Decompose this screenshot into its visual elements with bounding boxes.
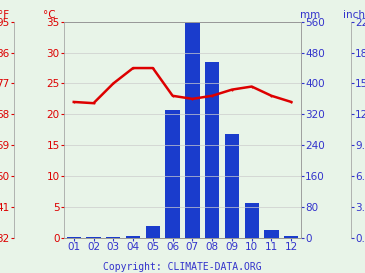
Bar: [165, 110, 180, 238]
Bar: [264, 230, 278, 238]
Bar: [146, 226, 160, 238]
Bar: [284, 236, 298, 238]
Bar: [87, 237, 101, 238]
Text: inch: inch: [343, 10, 365, 20]
Bar: [245, 203, 259, 238]
Bar: [67, 237, 81, 238]
Text: mm: mm: [300, 10, 320, 20]
Text: °F: °F: [0, 10, 9, 20]
Bar: [225, 133, 239, 238]
Bar: [126, 236, 140, 238]
Bar: [205, 62, 219, 238]
Text: Copyright: CLIMATE-DATA.ORG: Copyright: CLIMATE-DATA.ORG: [103, 262, 262, 272]
Text: °C: °C: [43, 10, 55, 20]
Bar: [185, 22, 200, 238]
Bar: [106, 237, 120, 238]
